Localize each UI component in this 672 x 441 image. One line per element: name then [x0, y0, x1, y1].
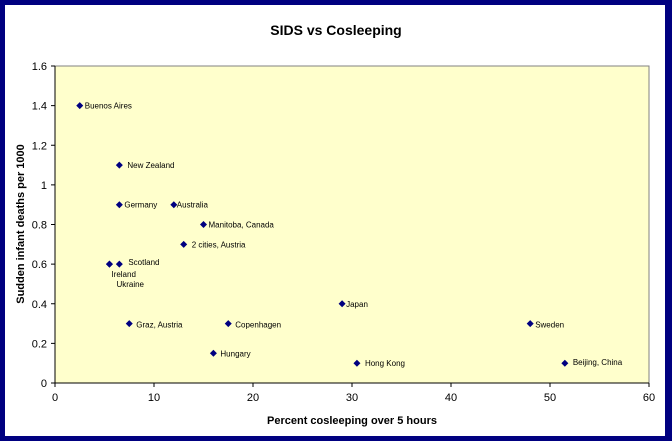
- x-tick-label: 50: [544, 392, 556, 404]
- data-point: [526, 320, 534, 328]
- data-label: Copenhagen: [235, 321, 281, 330]
- data-point: [76, 102, 84, 110]
- y-tick-label: 0.6: [32, 259, 47, 271]
- x-axis-label: Percent cosleeping over 5 hours: [267, 415, 437, 427]
- data-point: [105, 260, 113, 268]
- data-point: [115, 201, 123, 209]
- data-label: Buenos Aires: [85, 102, 132, 111]
- y-tick-label: 1.6: [32, 61, 47, 73]
- y-tick-label: 0: [41, 378, 47, 390]
- data-label: Hong Kong: [365, 359, 405, 368]
- data-label: Ireland: [111, 270, 135, 279]
- x-tick-label: 60: [643, 392, 655, 404]
- x-tick-label: 40: [445, 392, 457, 404]
- x-tick-label: 30: [346, 392, 358, 404]
- data-label: Japan: [346, 300, 368, 309]
- data-point: [353, 359, 361, 367]
- data-point: [200, 221, 207, 228]
- x-tick-label: 10: [148, 392, 160, 404]
- data-point: [115, 161, 123, 169]
- y-axis-label: Sudden infant deaths per 1000: [15, 144, 27, 304]
- x-tick-label: 0: [52, 392, 58, 404]
- data-point: [224, 320, 232, 328]
- y-tick-label: 0.8: [32, 220, 47, 232]
- y-tick-label: 0.2: [32, 338, 47, 350]
- y-tick-label: 0.4: [32, 299, 47, 311]
- data-point: [561, 359, 569, 367]
- y-tick-label: 1.2: [32, 140, 47, 152]
- data-point: [170, 201, 178, 209]
- data-label: Sweden: [535, 321, 564, 330]
- plot-area: [54, 65, 650, 384]
- data-point: [338, 300, 346, 308]
- chart-title: SIDS vs Cosleeping: [270, 22, 401, 38]
- y-tick-label: 1: [41, 180, 47, 192]
- y-tick-label: 1.4: [32, 101, 47, 113]
- data-label: Manitoba, Canada: [209, 221, 275, 230]
- data-label: Australia: [177, 201, 209, 210]
- data-point: [209, 349, 217, 357]
- data-label: 2 cities, Austria: [192, 240, 246, 249]
- data-label: Beijing, China: [573, 358, 623, 367]
- data-point: [125, 320, 133, 328]
- data-label: New Zealand: [127, 161, 174, 170]
- data-point: [115, 260, 123, 268]
- data-label: Graz, Austria: [136, 321, 183, 330]
- data-label: Hungary: [220, 349, 250, 358]
- data-label: Ukraine: [116, 280, 144, 289]
- x-tick-label: 20: [247, 392, 259, 404]
- data-label: Scotland: [128, 258, 159, 267]
- data-label: Germany: [124, 201, 157, 210]
- data-point: [180, 240, 188, 248]
